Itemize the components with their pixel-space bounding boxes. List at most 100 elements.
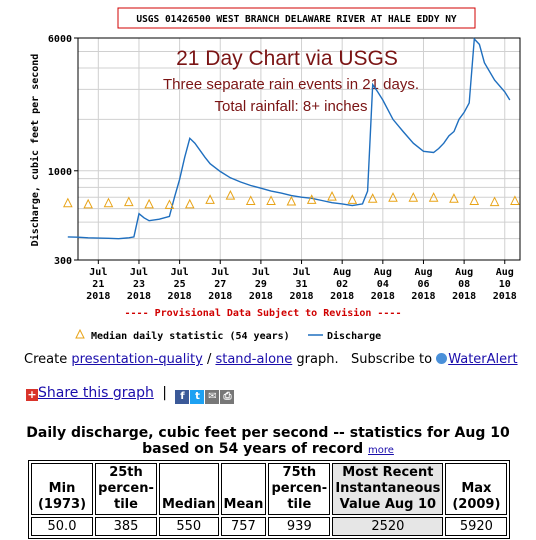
y-axis-ticks: 300 1000 6000 [48,34,78,267]
stats-more-link[interactable]: more [367,445,394,456]
chart-annotation: 21 Day Chart via USGS Three separate rai… [163,47,419,115]
value-max: 5920 [445,517,508,536]
stats-title: Daily discharge, cubic feet per second -… [0,425,536,459]
legend: Median daily statistic (54 years) Discha… [75,328,381,342]
legend-median-label: Median daily statistic (54 years) [91,330,290,342]
x-tick-label: Aug [374,267,392,278]
stats-title-line2: based on 54 years of record [142,441,364,457]
header-min: Min (1973) [31,463,93,515]
value-min: 50.0 [31,517,93,536]
median-marker [428,192,439,202]
x-tick-label: 06 [417,279,429,290]
create-links: Create presentation-quality / stand-alon… [24,352,518,367]
x-axis-ticks: Jul212018Jul232018Jul252018Jul272018Jul2… [86,260,517,302]
header-25th: 25th percen-tile [95,463,157,515]
median-marker [83,198,93,209]
value-most-recent: 2520 [332,517,444,536]
stats-table: Min (1973) 25th percen-tile Median Mean 75… [28,460,511,539]
annotation-line1: Three separate rain events in 21 days. [163,76,419,93]
header-median: Median [159,463,219,515]
median-marker [408,192,419,202]
value-mean: 757 [220,517,267,536]
share-plus-icon[interactable]: + [26,388,38,401]
discharge-series-line [67,37,511,240]
x-tick-label: 2018 [330,291,354,302]
median-marker [327,191,337,201]
x-tick-label: 2018 [86,291,110,302]
annotation-line2: Total rainfall: 8+ inches [214,98,367,115]
annotation-title: 21 Day Chart via USGS [176,47,398,70]
wateralert-icon [436,353,448,364]
value-75th: 939 [268,517,331,536]
legend-discharge-label: Discharge [327,330,381,342]
median-marker [164,199,175,209]
email-icon[interactable]: ✉ [205,390,220,404]
x-tick-label: 25 [174,279,186,290]
x-tick-label: 2018 [127,291,151,302]
stand-alone-link[interactable]: stand-alone [215,352,293,367]
slash-separator: / [206,352,212,367]
facebook-icon[interactable]: f [175,390,190,404]
wateralert-link[interactable]: WaterAlert [448,352,518,367]
median-marker [266,195,276,205]
y-tick-label: 6000 [48,34,72,45]
x-tick-label: 27 [214,279,226,290]
x-tick-label: Aug [496,267,514,278]
median-marker [63,197,73,208]
y-axis-label: Discharge, cubic feet per second [29,54,41,247]
x-tick-label: 21 [92,279,104,290]
median-marker [205,194,215,204]
median-marker [489,196,500,207]
chart-title-box [117,7,476,29]
median-marker [103,197,114,208]
x-tick-label: 2018 [168,291,192,302]
x-tick-label: Aug [414,267,432,278]
median-marker [144,198,154,209]
x-tick-label: Jul [171,267,189,278]
value-25th: 385 [95,517,157,536]
discharge-chart: USGS 01426500 WEST BRANCH DELAWARE RIVER… [29,7,521,342]
x-tick-label: 2018 [289,291,313,302]
plot-frame [77,37,521,261]
share-separator: | [162,385,167,401]
stats-title-line1: Daily discharge, cubic feet per second -… [26,425,510,441]
x-tick-label: Aug [455,267,473,278]
x-tick-label: Jul [130,267,148,278]
x-tick-label: 29 [255,279,267,290]
presentation-quality-link[interactable]: presentation-quality [71,352,203,367]
y-tick-label: 300 [54,256,72,267]
header-75th: 75th percen-tile [268,463,331,515]
x-tick-label: Aug [333,267,351,278]
x-tick-label: Jul [89,267,107,278]
x-tick-label: 2018 [249,291,273,302]
median-marker [225,190,236,200]
x-tick-label: 23 [133,279,145,290]
header-most-recent: Most Recent Instantaneous Value Aug 10 [332,463,444,515]
x-tick-label: 10 [499,279,511,290]
grid [78,37,520,261]
x-tick-label: 02 [336,279,348,290]
header-mean: Mean [220,463,267,515]
header-max: Max (2009) [445,463,508,515]
median-marker [286,195,297,206]
median-marker [469,195,480,205]
x-tick-label: 08 [458,279,470,290]
median-marker [123,196,134,207]
median-series-markers [63,190,520,209]
x-tick-label: 2018 [411,291,435,302]
median-marker [306,194,317,204]
median-marker [347,194,358,204]
stats-header-row: Min (1973) 25th percen-tile Median Mean 75… [31,463,508,515]
x-tick-label: 2018 [371,291,395,302]
stats-value-row: 50.0 385 550 757 939 2520 5920 [31,517,508,536]
create-prefix: Create [24,352,68,367]
x-tick-label: 31 [296,279,308,290]
x-tick-label: Jul [293,267,311,278]
share-graph-link[interactable]: Share this graph [38,385,154,401]
print-icon[interactable]: ⎙ [220,390,235,404]
subscribe-prefix: Subscribe to [351,352,433,367]
x-tick-label: 2018 [452,291,476,302]
median-marker [449,193,459,203]
twitter-icon[interactable]: t [190,390,205,404]
provisional-note: ---- Provisional Data Subject to Revisio… [125,307,402,319]
